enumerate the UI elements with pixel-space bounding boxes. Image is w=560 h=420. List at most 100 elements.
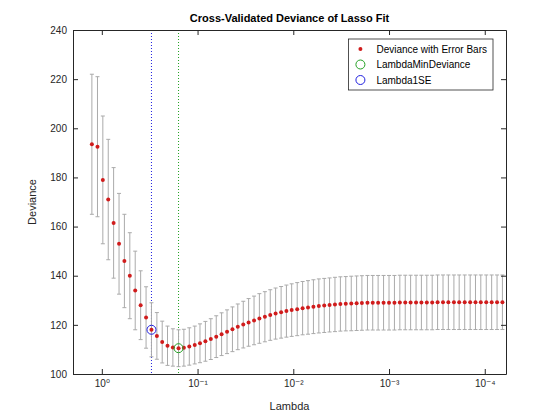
data-point — [371, 301, 375, 305]
data-point — [284, 309, 288, 313]
data-point — [166, 344, 170, 348]
data-point — [214, 335, 218, 339]
legend-label: LambdaMinDeviance — [376, 59, 470, 70]
tick: 240 — [50, 25, 78, 36]
error-bar — [490, 275, 494, 330]
data-point — [90, 142, 94, 146]
data-point — [257, 316, 261, 320]
tick-mark — [73, 177, 78, 178]
error-bar — [430, 275, 434, 330]
tick-label: 10⁻² — [284, 378, 304, 389]
axis-line — [73, 31, 74, 375]
tick — [501, 374, 506, 375]
tick-label: 140 — [50, 270, 67, 281]
tick-mark — [73, 128, 78, 129]
tick-mark — [485, 30, 486, 35]
tick-mark — [501, 128, 506, 129]
data-point — [376, 301, 380, 305]
data-point — [452, 300, 456, 304]
error-bar — [95, 77, 99, 217]
legend-label: Lambda1SE — [376, 75, 431, 86]
error-bar — [301, 281, 305, 334]
tick-label: 160 — [50, 221, 67, 232]
y-axis: 100120140160180200220240 — [50, 25, 78, 380]
tick-mark — [73, 227, 78, 228]
error-bar — [473, 275, 477, 330]
axis-line — [506, 31, 507, 375]
error-bar — [193, 326, 197, 364]
data-point — [139, 303, 143, 307]
legend-box — [348, 39, 493, 90]
tick-mark — [501, 79, 506, 80]
data-point — [500, 300, 504, 304]
tick-label: 10⁻¹ — [188, 378, 208, 389]
y-axis-right — [501, 31, 507, 375]
tick-mark — [198, 30, 199, 35]
data-point — [295, 307, 299, 311]
tick-mark — [73, 79, 78, 80]
error-bar — [274, 288, 278, 339]
tick-label: 100 — [50, 369, 67, 380]
error-bar — [112, 168, 116, 279]
data-point — [419, 300, 423, 304]
tick-mark — [389, 369, 390, 374]
legend-entry: Deviance with Error Bars — [358, 44, 487, 55]
data-point — [144, 315, 148, 319]
x-axis-title: Lambda — [270, 400, 311, 412]
error-bar — [236, 304, 240, 350]
tick-mark — [501, 374, 506, 375]
tick-label: 180 — [50, 172, 67, 183]
tick: 200 — [50, 123, 78, 134]
error-bar — [360, 276, 364, 331]
error-bar — [182, 329, 186, 366]
y-axis-title: Deviance — [26, 179, 38, 225]
tick — [389, 30, 390, 35]
tick: 180 — [50, 172, 78, 183]
error-bar — [463, 275, 467, 330]
legend-entry: Lambda1SE — [356, 75, 432, 86]
tick — [501, 30, 506, 31]
error-bar — [403, 275, 407, 330]
tick-mark — [501, 177, 506, 178]
tick-label: 10⁻⁴ — [475, 378, 496, 389]
error-bar — [160, 321, 164, 363]
data-point — [414, 300, 418, 304]
data-point — [333, 302, 337, 306]
error-bar — [441, 275, 445, 330]
chart: 10⁰10⁻¹10⁻²10⁻³10⁻⁴100120140160180200220… — [0, 0, 560, 420]
data-point — [101, 178, 105, 182]
error-bar — [101, 116, 105, 244]
error-bar — [220, 313, 224, 356]
data-point — [149, 328, 153, 332]
data-point — [311, 305, 315, 309]
tick-label: 240 — [50, 25, 67, 36]
error-bar — [279, 287, 283, 339]
tick — [501, 128, 506, 129]
data-point — [230, 327, 234, 331]
error-bar — [414, 275, 418, 330]
marker-circle — [174, 344, 183, 353]
error-bar — [495, 275, 499, 330]
error-bar — [122, 214, 126, 307]
error-bar — [392, 275, 396, 330]
tick-mark — [501, 325, 506, 326]
data-point — [274, 312, 278, 316]
legend-marker — [356, 60, 365, 69]
data-point — [236, 325, 240, 329]
tick: 140 — [50, 270, 78, 281]
error-bar — [290, 284, 294, 337]
plot-area — [90, 30, 505, 374]
tick: 10⁻² — [284, 369, 304, 389]
tick — [102, 30, 103, 35]
error-bar — [225, 310, 229, 354]
tick-mark — [102, 30, 103, 35]
reference-line — [178, 30, 179, 374]
error-bar — [382, 275, 386, 330]
data-point — [155, 334, 159, 338]
marker-circle — [147, 325, 156, 334]
tick: 10⁻³ — [380, 369, 400, 389]
tick-mark — [293, 30, 294, 35]
tick-mark — [73, 374, 78, 375]
tick-mark — [501, 227, 506, 228]
data-point — [338, 302, 342, 306]
